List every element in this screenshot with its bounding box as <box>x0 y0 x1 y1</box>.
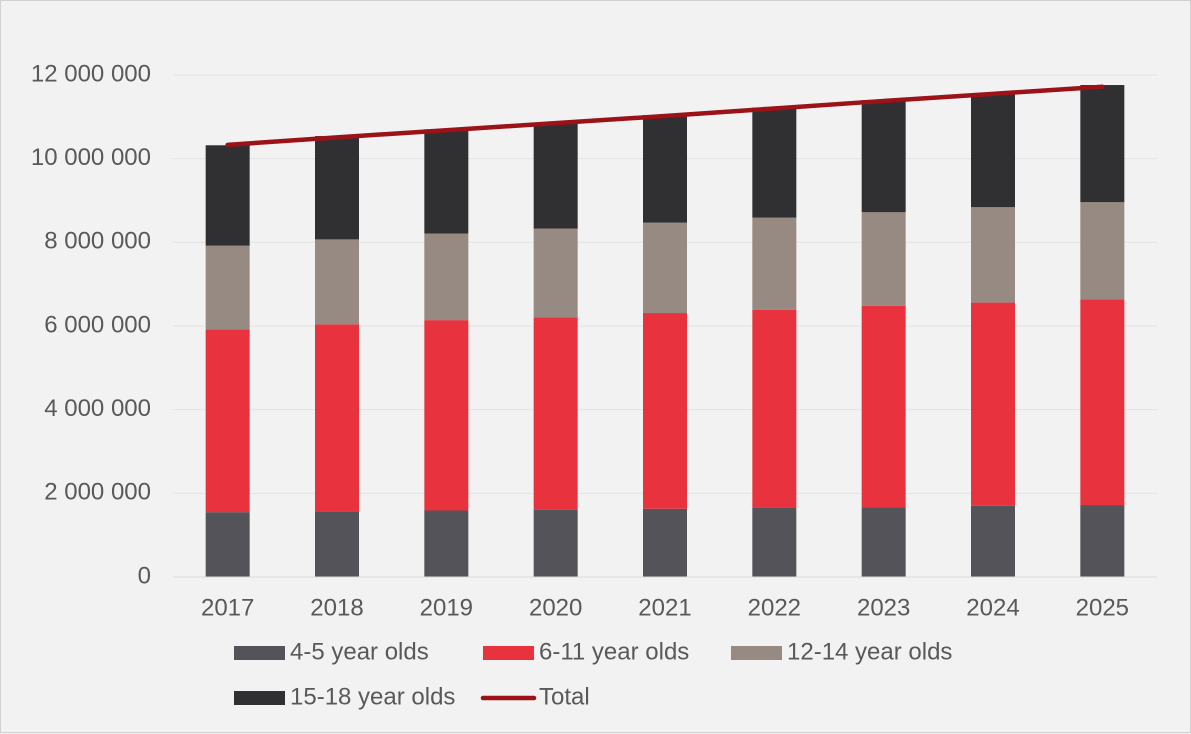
bar-6-11-year-olds-2019 <box>424 320 469 511</box>
legend-item-4-5-year-olds: 4-5 year olds <box>234 638 429 665</box>
legend: 4-5 year olds 6-11 year olds 12-14 year ol… <box>234 638 952 710</box>
bar-4-5-year-olds-2019 <box>424 510 469 577</box>
bar-6-11-year-olds-2020 <box>533 317 578 510</box>
series-line-total <box>225 84 1105 148</box>
bar-12-14-year-olds-2017 <box>205 245 250 330</box>
y-tick-label: 6 000 000 <box>44 311 151 338</box>
bar-12-14-year-olds-2019 <box>424 233 469 321</box>
x-tick-label: 2025 <box>1076 594 1129 621</box>
bar-6-11-year-olds-2018 <box>315 324 359 512</box>
bar-4-5-year-olds-2025 <box>1080 505 1125 577</box>
legend-item-6-11-year-olds: 6-11 year olds <box>483 638 689 665</box>
legend-label: 12-14 year olds <box>787 638 952 665</box>
bar-12-14-year-olds-2025 <box>1080 202 1125 300</box>
y-tick-label: 4 000 000 <box>44 395 151 422</box>
bar-6-11-year-olds-2023 <box>861 305 906 508</box>
bar-15-18-year-olds-2019 <box>424 129 469 234</box>
bar-4-5-year-olds-2017 <box>205 512 250 577</box>
y-axis: 0 2 000 000 4 000 000 6 000 000 8 000 000 10 … <box>31 60 151 589</box>
x-axis: 2017 2018 2019 2020 2021 2022 2023 2024 2025 <box>173 576 1157 621</box>
bar-12-14-year-olds-2021 <box>643 222 687 314</box>
bar-6-11-year-olds-2021 <box>643 313 687 509</box>
bar-15-18-year-olds-2023 <box>861 100 906 213</box>
legend-item-total: Total <box>480 683 590 710</box>
bar-12-14-year-olds-2022 <box>752 217 797 310</box>
total-line-layer <box>225 84 1105 148</box>
x-tick-label: 2020 <box>529 594 582 621</box>
legend-label: 15-18 year olds <box>290 683 455 710</box>
legend-label: 4-5 year olds <box>290 638 429 665</box>
bar-4-5-year-olds-2024 <box>971 505 1015 577</box>
y-tick-label: 2 000 000 <box>44 479 151 506</box>
y-tick-label: 0 <box>138 562 151 589</box>
legend-swatch <box>234 646 285 660</box>
x-tick-label: 2024 <box>966 594 1019 621</box>
x-tick-label: 2018 <box>310 594 363 621</box>
x-tick-label: 2023 <box>857 594 910 621</box>
y-tick-label: 8 000 000 <box>44 228 151 255</box>
bar-15-18-year-olds-2021 <box>643 115 687 223</box>
bar-4-5-year-olds-2023 <box>861 507 906 577</box>
bar-4-5-year-olds-2018 <box>315 511 359 577</box>
x-tick-label: 2019 <box>420 594 473 621</box>
legend-item-12-14-year-olds: 12-14 year olds <box>731 638 952 665</box>
x-tick-label: 2022 <box>748 594 801 621</box>
legend-item-15-18-year-olds: 15-18 year olds <box>234 683 455 710</box>
bar-15-18-year-olds-2025 <box>1080 85 1125 203</box>
bar-6-11-year-olds-2024 <box>971 302 1015 506</box>
legend-swatch <box>234 691 285 705</box>
bar-6-11-year-olds-2022 <box>752 309 797 508</box>
bar-12-14-year-olds-2018 <box>315 239 359 325</box>
bar-12-14-year-olds-2023 <box>861 212 906 306</box>
bar-15-18-year-olds-2017 <box>205 145 250 246</box>
x-tick-label: 2017 <box>201 594 254 621</box>
y-tick-label: 10 000 000 <box>31 144 151 171</box>
x-tick-label: 2021 <box>638 594 691 621</box>
bar-12-14-year-olds-2024 <box>971 207 1015 303</box>
bar-15-18-year-olds-2024 <box>971 92 1015 208</box>
bar-6-11-year-olds-2025 <box>1080 299 1125 506</box>
legend-label: Total <box>539 683 590 710</box>
legend-label: 6-11 year olds <box>539 638 689 665</box>
y-tick-label: 12 000 000 <box>31 60 151 87</box>
bar-4-5-year-olds-2020 <box>533 509 578 577</box>
bar-4-5-year-olds-2022 <box>752 507 797 577</box>
bar-12-14-year-olds-2020 <box>533 228 578 318</box>
legend-swatch <box>483 646 534 660</box>
bar-6-11-year-olds-2017 <box>205 329 250 513</box>
bar-15-18-year-olds-2022 <box>752 107 797 218</box>
legend-swatch <box>731 646 782 660</box>
bars <box>205 85 1125 577</box>
bar-15-18-year-olds-2018 <box>315 136 359 240</box>
bar-4-5-year-olds-2021 <box>643 508 687 577</box>
bar-15-18-year-olds-2020 <box>533 122 578 229</box>
